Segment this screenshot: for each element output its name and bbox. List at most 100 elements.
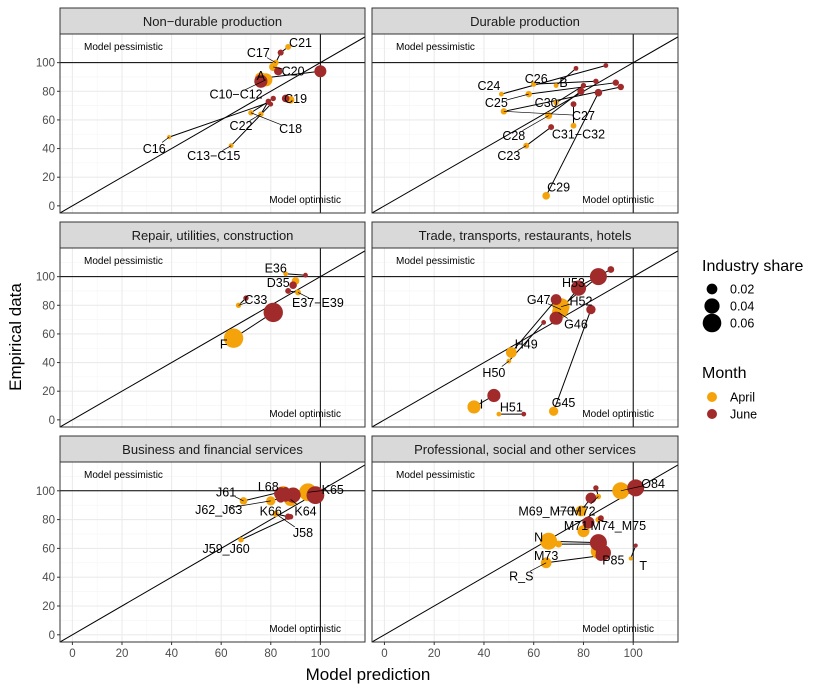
y-axis-title: Empirical data bbox=[6, 283, 25, 391]
x-tick-label: 100 bbox=[311, 648, 330, 660]
label-leader-k65 bbox=[307, 490, 323, 493]
june-point-c28 bbox=[577, 87, 585, 95]
y-tick-label: 80 bbox=[42, 515, 55, 527]
point-label-h50: H50 bbox=[482, 366, 505, 380]
april-point-e37-e39 bbox=[295, 289, 301, 296]
point-label-h53: H53 bbox=[562, 276, 585, 290]
point-label-j58: J58 bbox=[293, 526, 313, 540]
legend-color-title: Month bbox=[702, 365, 746, 382]
y-axis-ticks: 0 20 40 60 80 100 bbox=[36, 58, 60, 213]
point-label-h49: H49 bbox=[515, 337, 538, 351]
point-label-b: B bbox=[559, 76, 567, 90]
data-marks bbox=[223, 271, 308, 348]
point-label-c19: C19 bbox=[284, 92, 307, 106]
label-leader-o84 bbox=[620, 485, 644, 492]
april-point-c24 bbox=[498, 91, 504, 97]
april-point-c18 bbox=[248, 110, 254, 116]
legend-color-label: June bbox=[730, 408, 757, 422]
point-label-c30: C30 bbox=[535, 96, 558, 110]
point-label-t: T bbox=[639, 559, 647, 573]
point-label-c24: C24 bbox=[477, 79, 500, 93]
label-leader-c23 bbox=[517, 145, 527, 152]
june-point-c29 bbox=[594, 88, 603, 97]
x-tick-label: 40 bbox=[478, 648, 491, 660]
model-optimistic-label: Model optimistic bbox=[269, 409, 341, 420]
legend-color-swatch-april bbox=[707, 392, 717, 402]
label-leader-r-s bbox=[529, 562, 547, 572]
facet-strip bbox=[59, 221, 366, 249]
reference-lines bbox=[372, 248, 678, 427]
y-tick-label: 60 bbox=[42, 543, 55, 555]
label-leader-g47 bbox=[547, 303, 562, 310]
y-tick-label: 40 bbox=[42, 144, 55, 156]
label-leader-e37-e39 bbox=[297, 292, 310, 299]
model-pessimistic-label: Model pessimistic bbox=[396, 42, 475, 53]
panel-border bbox=[59, 461, 366, 643]
april-point-j62-j63 bbox=[266, 496, 276, 506]
label-leader-j61 bbox=[234, 496, 244, 502]
june-point-c31-c32 bbox=[570, 101, 577, 108]
facets-layer: Non−durable production Model pessimistic M… bbox=[36, 7, 679, 660]
label-leader-m72 bbox=[590, 496, 599, 505]
reference-lines bbox=[60, 34, 365, 213]
model-pessimistic-label: Model pessimistic bbox=[84, 256, 163, 267]
y-axis-ticks: 0 20 40 60 80 100 bbox=[36, 486, 60, 642]
label-leader-k64 bbox=[290, 499, 298, 506]
facet-strip bbox=[59, 7, 366, 35]
connector-b bbox=[555, 67, 577, 86]
legend-size-swatch bbox=[702, 313, 722, 333]
panel-border bbox=[371, 247, 679, 428]
connector-c24 bbox=[501, 65, 606, 95]
point-label-c29: C29 bbox=[547, 181, 570, 195]
point-label-c17: C17 bbox=[247, 46, 270, 60]
connector-e36 bbox=[285, 273, 306, 276]
y-tick-label: 0 bbox=[49, 630, 55, 642]
legend-size-label: 0.02 bbox=[730, 283, 754, 297]
facet-strip bbox=[59, 435, 366, 463]
y-tick-label: 0 bbox=[49, 415, 55, 427]
facet-title: Trade, transports, restaurants, hotels bbox=[419, 228, 632, 243]
y-tick-label: 0 bbox=[49, 201, 55, 213]
april-point-c27 bbox=[500, 108, 508, 115]
june-point-c17 bbox=[277, 49, 284, 56]
april-point-c31-c32 bbox=[570, 122, 577, 129]
y-tick-label: 60 bbox=[42, 329, 55, 341]
june-point-i bbox=[487, 388, 501, 403]
label-leader-c25 bbox=[505, 93, 529, 101]
point-label-c22: C22 bbox=[230, 119, 253, 133]
facet-strip bbox=[371, 221, 679, 249]
point-label-f: F bbox=[220, 337, 228, 351]
connector-j59-j60 bbox=[240, 516, 291, 541]
june-point-h50 bbox=[541, 320, 547, 325]
x-tick-label: 40 bbox=[165, 648, 178, 660]
june-point-b bbox=[573, 65, 579, 71]
april-point-t bbox=[628, 556, 633, 561]
panel-border bbox=[59, 33, 366, 214]
facet-panel-business-and-financial-services: Business and financial services Model pes… bbox=[36, 435, 366, 660]
june-point-e36 bbox=[303, 272, 308, 278]
x-tick-label: 100 bbox=[624, 648, 643, 660]
point-label-m72: M72 bbox=[571, 504, 595, 518]
gridlines bbox=[372, 248, 678, 427]
label-leader-j62-j63 bbox=[228, 500, 271, 509]
model-optimistic-label: Model optimistic bbox=[582, 409, 654, 420]
facet-title: Repair, utilities, construction bbox=[132, 228, 294, 243]
y-tick-label: 80 bbox=[42, 86, 55, 98]
label-leader-c27 bbox=[503, 110, 574, 116]
point-label-c13-c15: C13−C15 bbox=[187, 149, 240, 163]
june-point-h51 bbox=[521, 411, 527, 417]
point-label-r-s: R_S bbox=[509, 569, 533, 583]
june-point-o84 bbox=[627, 479, 645, 497]
april-point-c29 bbox=[542, 192, 550, 200]
point-label-k66: K66 bbox=[260, 504, 282, 518]
legend-size-label: 0.06 bbox=[730, 317, 754, 331]
facet-panel-repair-utilities-construction: Repair, utilities, construction Model pes… bbox=[36, 221, 366, 428]
y-tick-label: 20 bbox=[42, 172, 55, 184]
point-label-h51: H51 bbox=[500, 400, 523, 414]
april-point-c21 bbox=[285, 43, 292, 50]
x-axis-ticks: 0 20 40 60 80 100 bbox=[69, 642, 330, 660]
legend: Industry share 0.02 0.04 0.06 Month April J… bbox=[702, 258, 803, 422]
june-point-c24 bbox=[603, 63, 609, 68]
diagonal-line bbox=[60, 36, 365, 213]
